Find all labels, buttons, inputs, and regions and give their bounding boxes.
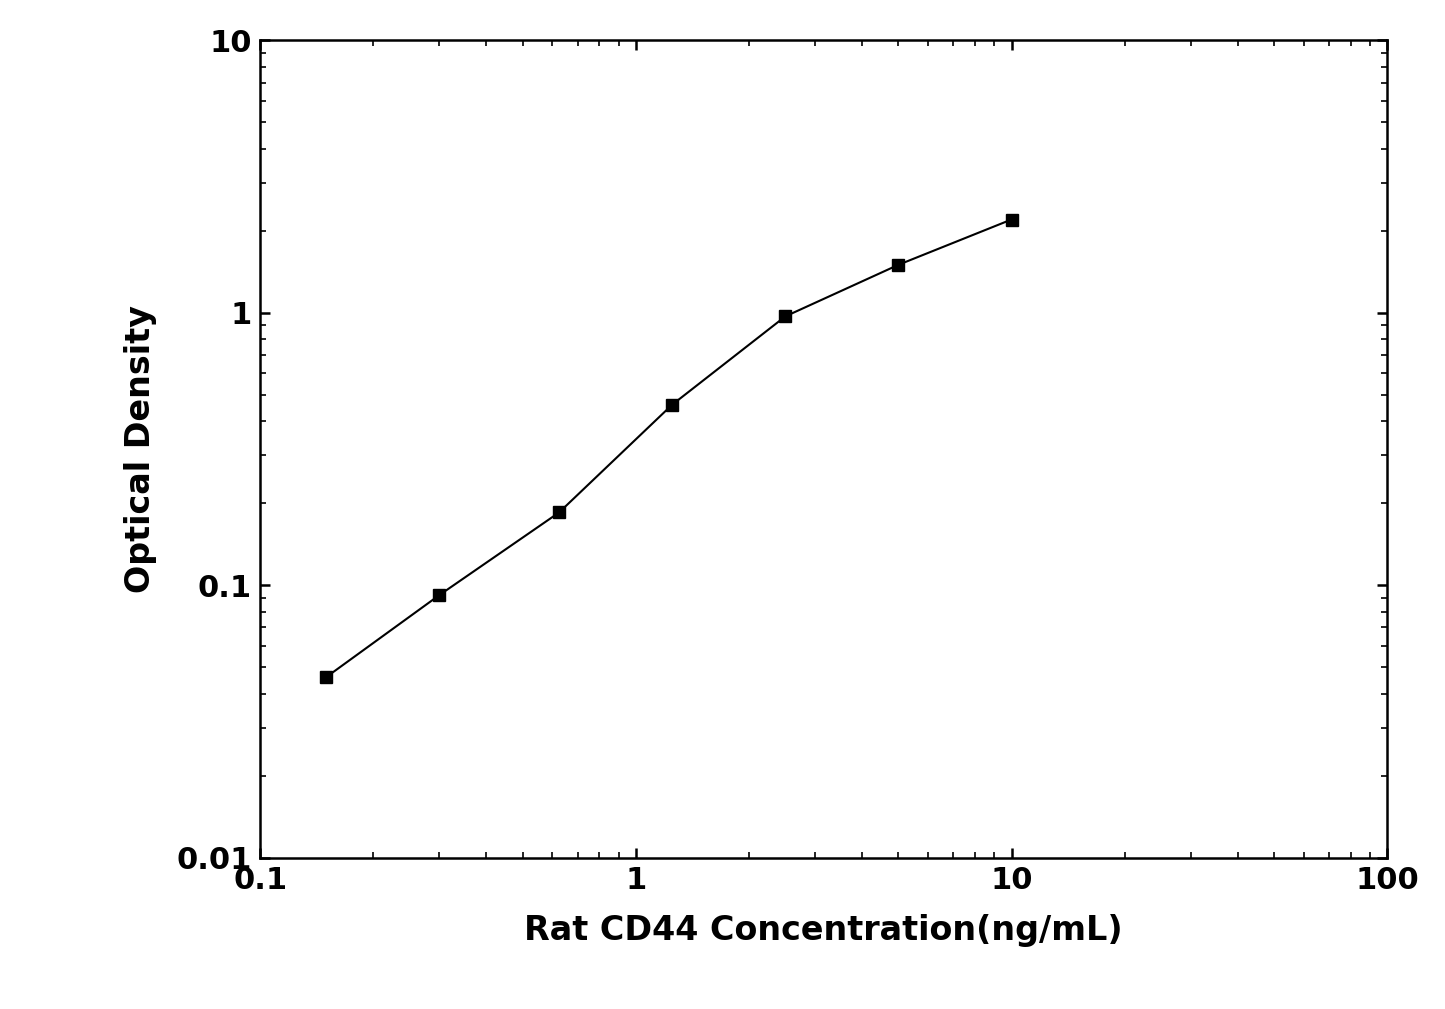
X-axis label: Rat CD44 Concentration(ng/mL): Rat CD44 Concentration(ng/mL) <box>525 914 1123 947</box>
Y-axis label: Optical Density: Optical Density <box>124 305 158 593</box>
